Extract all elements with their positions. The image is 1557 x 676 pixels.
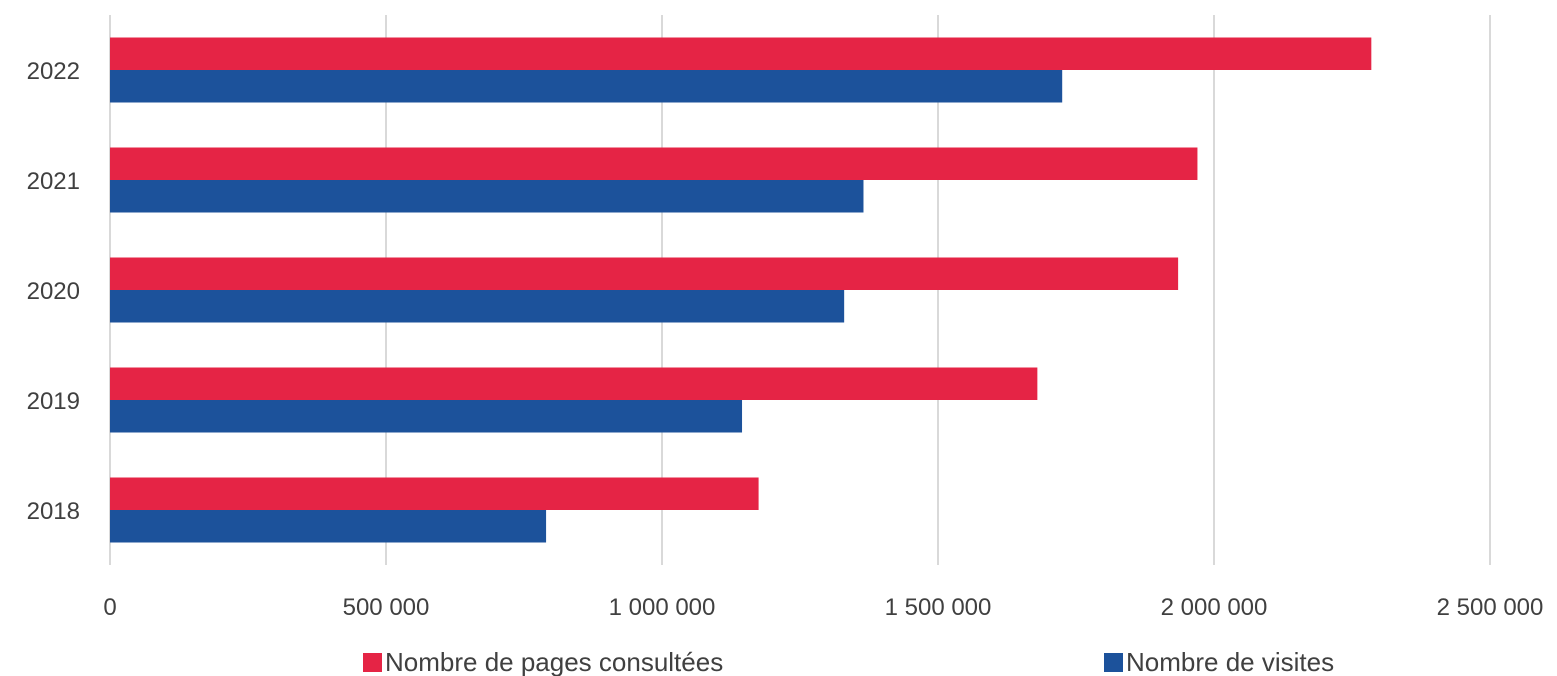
bar-pages-consultees [110,257,1179,290]
bar-pages-consultees [110,37,1372,70]
legend-swatch [363,653,382,672]
x-tick-label: 1 000 000 [609,594,716,621]
legend-item-pages-consultees: Nombre de pages consultées [363,647,723,676]
legend-label: Nombre de visites [1126,647,1334,676]
bar-visites [110,70,1063,103]
bar-pages-consultees [110,367,1038,400]
legend-item-visites: Nombre de visites [1104,647,1334,676]
bar-visites [110,290,845,323]
y-category-label: 2022 [27,58,80,85]
legend-swatch [1104,653,1123,672]
bars [110,37,1372,543]
x-tick-label: 500 000 [343,594,430,621]
bar-pages-consultees [110,147,1198,180]
y-category-label: 2018 [27,498,80,525]
y-category-label: 2019 [27,388,80,415]
bar-visites [110,400,743,433]
legend: Nombre de pages consultées Nombre de visi… [363,647,1334,676]
y-axis-labels: 2022 2021 2020 2019 2018 [27,58,80,525]
x-tick-label: 0 [103,594,116,621]
bar-visites [110,180,864,213]
x-tick-label: 2 000 000 [1161,594,1268,621]
bar-pages-consultees [110,477,759,510]
x-tick-label: 1 500 000 [885,594,992,621]
legend-label: Nombre de pages consultées [385,647,723,676]
bar-visites [110,510,547,543]
y-category-label: 2020 [27,278,80,305]
y-category-label: 2021 [27,168,80,195]
x-tick-label: 2 500 000 [1437,594,1544,621]
x-axis-labels: 0 500 000 1 000 000 1 500 000 2 000 000 2 500… [103,594,1543,621]
